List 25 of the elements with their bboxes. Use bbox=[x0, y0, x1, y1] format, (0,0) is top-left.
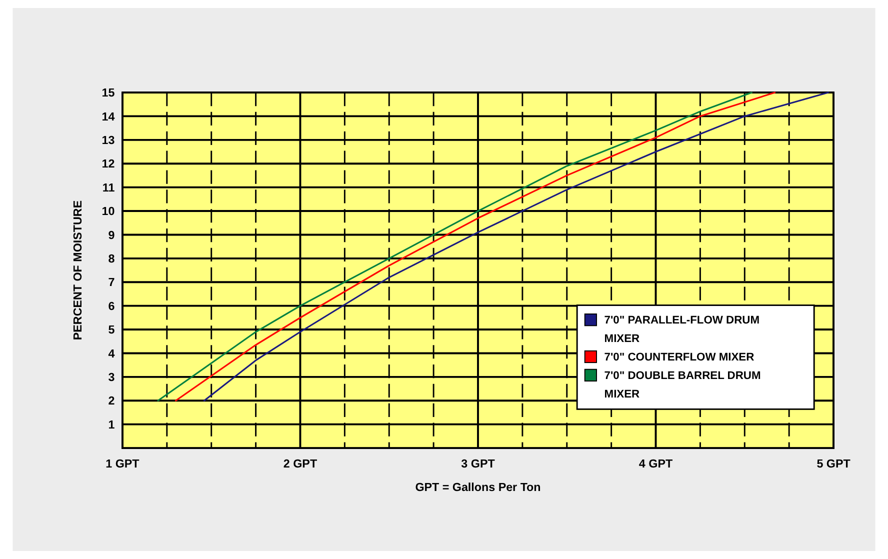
legend-label: 7'0" COUNTERFLOW MIXER bbox=[604, 352, 754, 364]
y-tick-label: 12 bbox=[102, 158, 116, 171]
y-tick-label: 1 bbox=[108, 418, 116, 432]
y-tick-label: 9 bbox=[108, 228, 116, 242]
x-tick-label: 5 GPT bbox=[816, 457, 850, 470]
y-axis-title: PERCENT OF MOISTURE bbox=[72, 200, 85, 340]
x-axis-title: GPT = Gallons Per Ton bbox=[415, 480, 541, 494]
y-tick-label: 15 bbox=[102, 86, 116, 100]
y-tick-label: 13 bbox=[102, 134, 116, 147]
x-tick-label: 1 GPT bbox=[106, 457, 140, 470]
y-tick-label: 11 bbox=[102, 181, 116, 194]
y-tick-label: 4 bbox=[108, 347, 116, 360]
y-tick-label: 6 bbox=[108, 300, 116, 313]
y-tick-label: 10 bbox=[102, 205, 115, 218]
y-tick-label: 5 bbox=[108, 324, 116, 337]
y-tick-label: 3 bbox=[108, 371, 116, 384]
x-tick-label: 2 GPT bbox=[283, 457, 318, 470]
y-tick-label: 7 bbox=[108, 276, 115, 290]
legend-label: 7'0" PARALLEL-FLOW DRUM MIXER bbox=[604, 314, 760, 346]
y-tick-label: 8 bbox=[108, 252, 116, 266]
y-tick-label: 14 bbox=[102, 110, 116, 124]
legend-label: 7'0" DOUBLE BARREL DRUM MIXER bbox=[604, 370, 761, 401]
x-tick-label: 4 GPT bbox=[638, 457, 673, 470]
y-tick-label: 2 bbox=[108, 394, 116, 408]
x-tick-label: 3 GPT bbox=[461, 457, 495, 470]
